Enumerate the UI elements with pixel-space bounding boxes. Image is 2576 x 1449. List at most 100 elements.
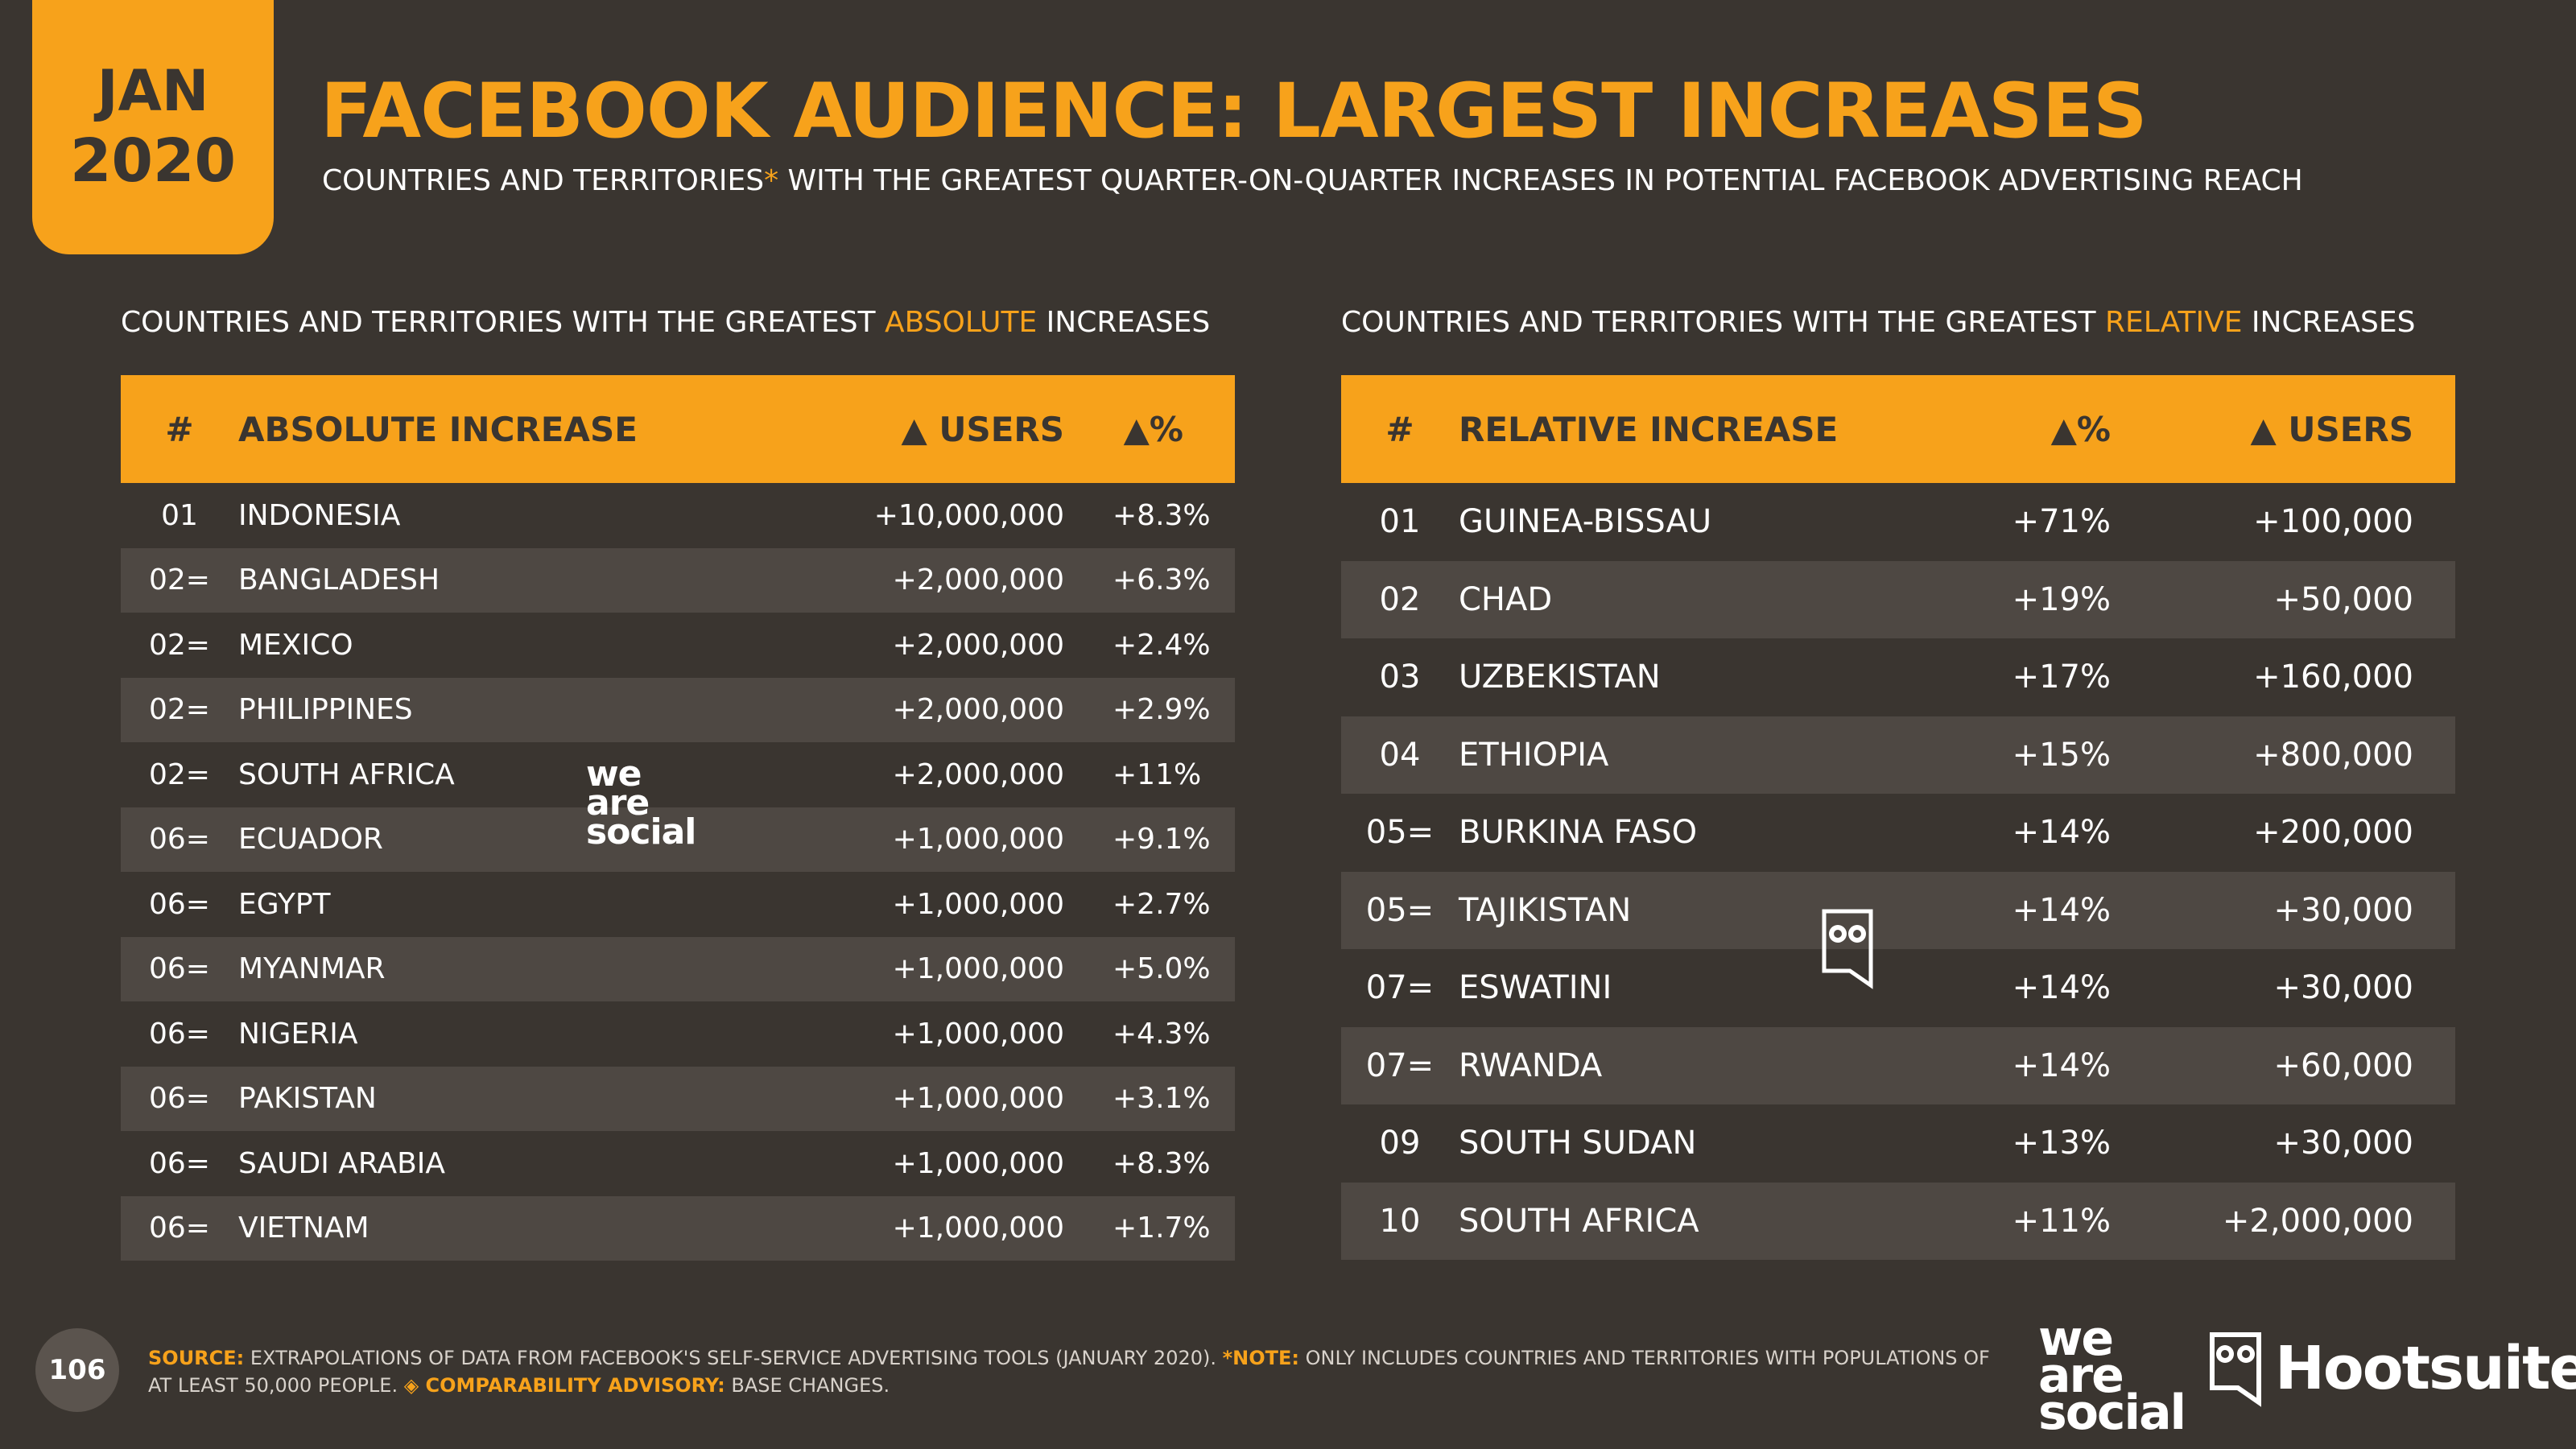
row-rank: 09 [1341,1104,1459,1183]
row-users: +1,000,000 [802,1195,1113,1261]
table-row: 06= MYANMAR +1,000,000 +5.0% [121,936,1235,1001]
row-pct: +14% [1950,949,2143,1027]
row-country: SOUTH SUDAN [1459,1104,1950,1183]
absolute-table-header: # ABSOLUTE INCREASE ▲ USERS ▲% [121,375,1235,483]
row-pct: +14% [1950,871,2143,949]
page-title: FACEBOOK AUDIENCE: LARGEST INCREASES [320,68,2148,155]
row-users: +30,000 [2143,871,2455,949]
row-users: +30,000 [2143,949,2455,1027]
row-country: PAKISTAN [238,1066,802,1131]
row-users: +2,000,000 [802,547,1113,613]
table-row: 05= TAJIKISTAN +14% +30,000 [1341,871,2455,949]
row-users: +800,000 [2143,716,2455,794]
absolute-col-pct: ▲% [1113,375,1235,483]
relative-heading-highlight: RELATIVE [2105,306,2243,339]
row-users: +2,000,000 [802,742,1113,807]
table-row: 01 INDONESIA +10,000,000 +8.3% [121,483,1235,548]
table-row: 06= NIGERIA +1,000,000 +4.3% [121,1001,1235,1067]
we-are-social-logo: we are social [2038,1311,2186,1437]
row-pct: +11% [1950,1182,2143,1260]
row-rank: 02 [1341,560,1459,638]
table-row: 06= EGYPT +1,000,000 +2.7% [121,872,1235,937]
row-rank: 01 [121,483,238,548]
row-rank: 10 [1341,1182,1459,1260]
date-month: JAN [97,58,209,124]
footer-advisory-label: ◈ COMPARABILITY ADVISORY: [403,1374,725,1397]
row-pct: +4.3% [1113,1001,1235,1067]
subtitle-pre: COUNTRIES AND TERRITORIES [322,164,765,197]
footer-source-note: SOURCE: EXTRAPOLATIONS OF DATA FROM FACE… [148,1344,2000,1399]
row-users: +1,000,000 [802,872,1113,937]
row-country: UZBEKISTAN [1459,638,1950,716]
logo-was-line-2: are [2038,1348,2124,1404]
row-pct: +15% [1950,716,2143,794]
row-rank: 06= [121,872,238,937]
table-row: 05= BURKINA FASO +14% +200,000 [1341,794,2455,872]
hootsuite-owl-watermark-icon [1818,906,1877,993]
row-rank: 06= [121,1195,238,1261]
row-country: NIGERIA [238,1001,802,1067]
row-pct: +71% [1950,483,2143,561]
table-row: 10 SOUTH AFRICA +11% +2,000,000 [1341,1182,2455,1260]
row-pct: +8.3% [1113,1131,1235,1196]
row-rank: 03 [1341,638,1459,716]
row-country: ESWATINI [1459,949,1950,1027]
row-pct: +1.7% [1113,1195,1235,1261]
row-country: MEXICO [238,613,802,678]
logo-was-line-1: we [2038,1311,2114,1367]
row-country: GUINEA-BISSAU [1459,483,1950,561]
row-pct: +11% [1113,742,1235,807]
relative-col-pct: ▲% [1950,375,2143,483]
table-row: 07= ESWATINI +14% +30,000 [1341,949,2455,1027]
row-users: +1,000,000 [802,1131,1113,1196]
row-country: VIETNAM [238,1195,802,1261]
row-country: INDONESIA [238,483,802,548]
hootsuite-wordmark: Hootsuite® [2275,1334,2576,1403]
relative-section-heading: COUNTRIES AND TERRITORIES WITH THE GREAT… [1341,306,2415,339]
footer-note-text: ONLY INCLUDES COUNTRIES AND TERRITORIES … [148,1347,1990,1397]
row-users: +50,000 [2143,560,2455,638]
row-pct: +2.7% [1113,872,1235,937]
table-row: 07= RWANDA +14% +60,000 [1341,1026,2455,1104]
row-users: +200,000 [2143,794,2455,872]
row-rank: 07= [1341,949,1459,1027]
row-pct: +8.3% [1113,483,1235,548]
row-rank: 02= [121,677,238,742]
row-rank: 06= [121,1066,238,1131]
row-country: CHAD [1459,560,1950,638]
page-number-badge: 106 [35,1328,119,1412]
absolute-heading-pre: COUNTRIES AND TERRITORIES WITH THE GREAT… [121,306,885,339]
relative-heading-pre: COUNTRIES AND TERRITORIES WITH THE GREAT… [1341,306,2105,339]
table-row: 03 UZBEKISTAN +17% +160,000 [1341,638,2455,716]
subtitle-post: WITH THE GREATEST QUARTER-ON-QUARTER INC… [778,164,2303,197]
row-rank: 04 [1341,716,1459,794]
hootsuite-owl-icon [2210,1332,2261,1407]
row-users: +2,000,000 [2143,1182,2455,1260]
row-rank: 02= [121,742,238,807]
footer-source-text: EXTRAPOLATIONS OF DATA FROM FACEBOOK'S S… [244,1347,1223,1369]
relative-increase-table: # RELATIVE INCREASE ▲% ▲ USERS 01 GUINEA-… [1341,375,2455,1260]
absolute-increase-table: # ABSOLUTE INCREASE ▲ USERS ▲% 01 INDONES… [121,375,1235,1261]
row-rank: 02= [121,613,238,678]
row-country: ECUADOR [238,807,802,872]
row-country: MYANMAR [238,936,802,1001]
row-country: SAUDI ARABIA [238,1131,802,1196]
table-row: 06= SAUDI ARABIA +1,000,000 +8.3% [121,1131,1235,1196]
table-row: 02= BANGLADESH +2,000,000 +6.3% [121,547,1235,613]
row-country: BURKINA FASO [1459,794,1950,872]
table-row: 06= PAKISTAN +1,000,000 +3.1% [121,1066,1235,1131]
date-year: 2020 [70,126,236,196]
table-row: 01 GUINEA-BISSAU +71% +100,000 [1341,483,2455,561]
row-pct: +13% [1950,1104,2143,1183]
hootsuite-logo: Hootsuite® [2207,1330,2576,1407]
row-country: PHILIPPINES [238,677,802,742]
footer-note-label: *NOTE: [1222,1347,1300,1369]
watermark-line-2: are [586,782,650,824]
date-badge: JAN 2020 [32,0,274,254]
row-pct: +19% [1950,560,2143,638]
row-pct: +17% [1950,638,2143,716]
row-rank: 06= [121,807,238,872]
table-row: 02= SOUTH AFRICA +2,000,000 +11% [121,742,1235,807]
row-rank: 07= [1341,1026,1459,1104]
row-pct: +14% [1950,794,2143,872]
